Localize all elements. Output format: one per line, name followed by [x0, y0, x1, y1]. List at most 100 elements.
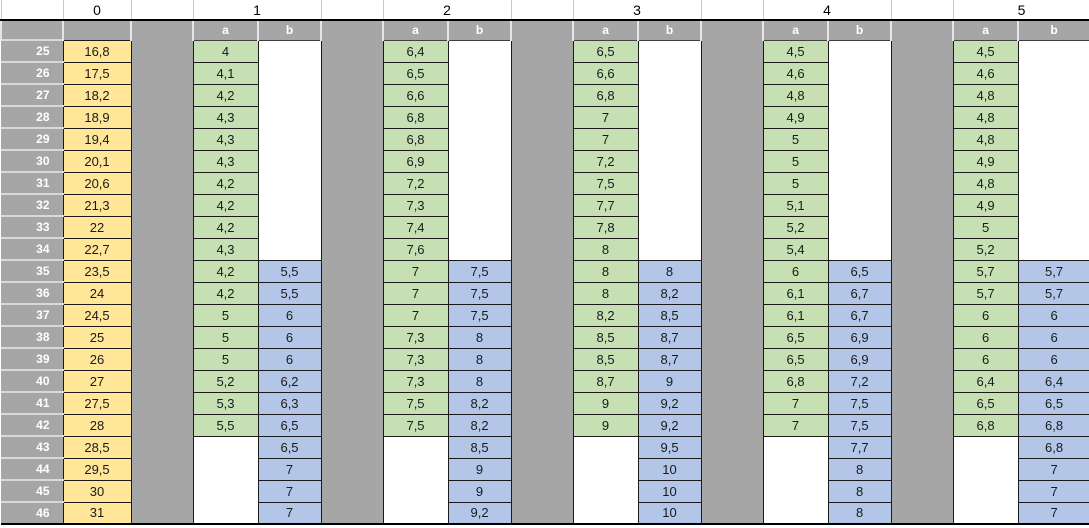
data-cell-1b[interactable] — [258, 238, 322, 260]
row-header-cell[interactable]: 36 — [1, 281, 63, 305]
data-cell-5a[interactable]: 5,7 — [952, 281, 1019, 305]
data-cell-3b[interactable] — [638, 84, 702, 106]
data-cell-2b[interactable]: 7,5 — [447, 259, 512, 283]
row-header-cell[interactable]: 33 — [1, 215, 63, 239]
data-cell-5a[interactable]: 5,7 — [952, 259, 1019, 283]
row-header-cell[interactable]: 35 — [1, 259, 63, 283]
data-cell-5b[interactable]: 6 — [1017, 347, 1089, 371]
row-header-cell[interactable]: 34 — [1, 237, 63, 261]
data-cell-1b[interactable]: 5,5 — [257, 281, 322, 305]
data-cell-2a[interactable]: 7,5 — [382, 391, 449, 415]
data-cell-4b[interactable] — [828, 84, 892, 106]
data-cell-5a[interactable]: 6 — [952, 303, 1019, 327]
data-cell-5b[interactable] — [1018, 62, 1089, 84]
data-cell-2b[interactable]: 8,2 — [447, 391, 512, 415]
group-header-0[interactable]: 0 — [62, 0, 132, 21]
data-cell-3b[interactable] — [638, 106, 702, 128]
data-cell-3b[interactable]: 9,2 — [637, 391, 702, 415]
data-cell-5b[interactable]: 5,7 — [1017, 281, 1089, 305]
data-cell-col0[interactable]: 19,4 — [62, 127, 132, 151]
data-cell-4a[interactable]: 5 — [762, 171, 829, 195]
data-cell-3b[interactable]: 9 — [637, 369, 702, 393]
data-cell-4a[interactable]: 5,2 — [762, 215, 829, 239]
data-cell-3a[interactable]: 7,2 — [572, 149, 639, 173]
data-cell-2a[interactable]: 7,3 — [382, 369, 449, 393]
data-cell-5a[interactable]: 6,8 — [952, 413, 1019, 437]
data-cell-4a[interactable]: 5,4 — [762, 237, 829, 261]
data-cell-2b[interactable]: 7,5 — [447, 303, 512, 327]
data-cell-5b[interactable]: 6 — [1017, 325, 1089, 349]
data-cell-3a[interactable] — [573, 480, 639, 502]
data-cell-4b[interactable] — [828, 238, 892, 260]
data-cell-4a[interactable] — [763, 436, 829, 458]
data-cell-1b[interactable] — [258, 216, 322, 238]
data-cell-5b[interactable]: 7 — [1017, 479, 1089, 503]
data-cell-3b[interactable] — [638, 128, 702, 150]
data-cell-3b[interactable] — [638, 238, 702, 260]
data-cell-4a[interactable]: 6,5 — [762, 325, 829, 349]
data-cell-2b[interactable]: 8 — [447, 369, 512, 393]
data-cell-3b[interactable] — [638, 62, 702, 84]
data-cell-col0[interactable]: 29,5 — [62, 457, 132, 481]
data-cell-4a[interactable]: 6,1 — [762, 303, 829, 327]
row-header-cell[interactable]: 32 — [1, 193, 63, 217]
row-header-cell[interactable]: 30 — [1, 149, 63, 173]
data-cell-1a[interactable]: 5 — [192, 347, 259, 371]
data-cell-2a[interactable]: 7,3 — [382, 347, 449, 371]
data-cell-col0[interactable]: 25 — [62, 325, 132, 349]
data-cell-4a[interactable]: 7 — [762, 413, 829, 437]
data-cell-3b[interactable]: 8,5 — [637, 303, 702, 327]
data-cell-4a[interactable]: 5 — [762, 127, 829, 151]
data-cell-2b[interactable]: 8,5 — [447, 435, 512, 459]
data-cell-3b[interactable]: 9,5 — [637, 435, 702, 459]
data-cell-3b[interactable]: 8 — [637, 259, 702, 283]
sub-header-b-3[interactable]: b — [637, 20, 703, 41]
data-cell-2a[interactable]: 7,3 — [382, 193, 449, 217]
data-cell-col0[interactable]: 24 — [62, 281, 132, 305]
data-cell-5a[interactable]: 4,8 — [952, 171, 1019, 195]
sub-header-b-5[interactable]: b — [1017, 20, 1089, 41]
data-cell-1a[interactable] — [193, 436, 258, 458]
group-header-2[interactable]: 2 — [382, 0, 512, 21]
data-cell-3a[interactable]: 8,2 — [572, 303, 639, 327]
data-cell-2a[interactable]: 6,8 — [382, 127, 449, 151]
data-cell-2b[interactable] — [448, 128, 512, 150]
data-cell-4a[interactable]: 4,8 — [762, 83, 829, 107]
data-cell-col0[interactable]: 17,5 — [62, 61, 132, 85]
sub-header-b-2[interactable]: b — [447, 20, 513, 41]
row-header-cell[interactable]: 26 — [1, 61, 63, 85]
data-cell-5b[interactable] — [1018, 238, 1089, 260]
data-cell-1b[interactable]: 6,5 — [257, 435, 322, 459]
data-cell-2a[interactable]: 6,8 — [382, 105, 449, 129]
data-cell-2a[interactable] — [383, 502, 449, 525]
data-cell-col0[interactable]: 26 — [62, 347, 132, 371]
sub-header-a-4[interactable]: a — [762, 20, 830, 41]
data-cell-2b[interactable] — [448, 216, 512, 238]
data-cell-1b[interactable] — [258, 172, 322, 194]
data-cell-5a[interactable]: 4,8 — [952, 127, 1019, 151]
data-cell-4b[interactable]: 6,9 — [827, 325, 892, 349]
data-cell-col0[interactable]: 31 — [62, 501, 132, 525]
data-cell-4b[interactable]: 8 — [827, 501, 892, 525]
data-cell-2a[interactable] — [383, 436, 449, 458]
data-cell-5a[interactable]: 5 — [952, 215, 1019, 239]
data-cell-1b[interactable]: 7 — [257, 479, 322, 503]
data-cell-col0[interactable]: 30 — [62, 479, 132, 503]
data-cell-col0[interactable]: 18,2 — [62, 83, 132, 107]
data-cell-3a[interactable]: 9 — [572, 391, 639, 415]
row-header-cell[interactable]: 29 — [1, 127, 63, 151]
data-cell-col0[interactable]: 28,5 — [62, 435, 132, 459]
row-header-cell[interactable]: 38 — [1, 325, 63, 349]
data-cell-5a[interactable]: 5,2 — [952, 237, 1019, 261]
data-cell-5b[interactable]: 7 — [1017, 501, 1089, 525]
data-cell-1b[interactable]: 6 — [257, 347, 322, 371]
data-cell-4a[interactable]: 6 — [762, 259, 829, 283]
group-header-3[interactable]: 3 — [572, 0, 702, 21]
data-cell-3a[interactable] — [573, 436, 639, 458]
data-cell-1a[interactable]: 4,3 — [192, 237, 259, 261]
data-cell-2a[interactable]: 6,5 — [382, 61, 449, 85]
data-cell-3a[interactable]: 7,5 — [572, 171, 639, 195]
data-cell-3b[interactable]: 10 — [637, 501, 702, 525]
data-cell-1b[interactable] — [258, 150, 322, 172]
data-cell-5b[interactable]: 6,8 — [1017, 413, 1089, 437]
